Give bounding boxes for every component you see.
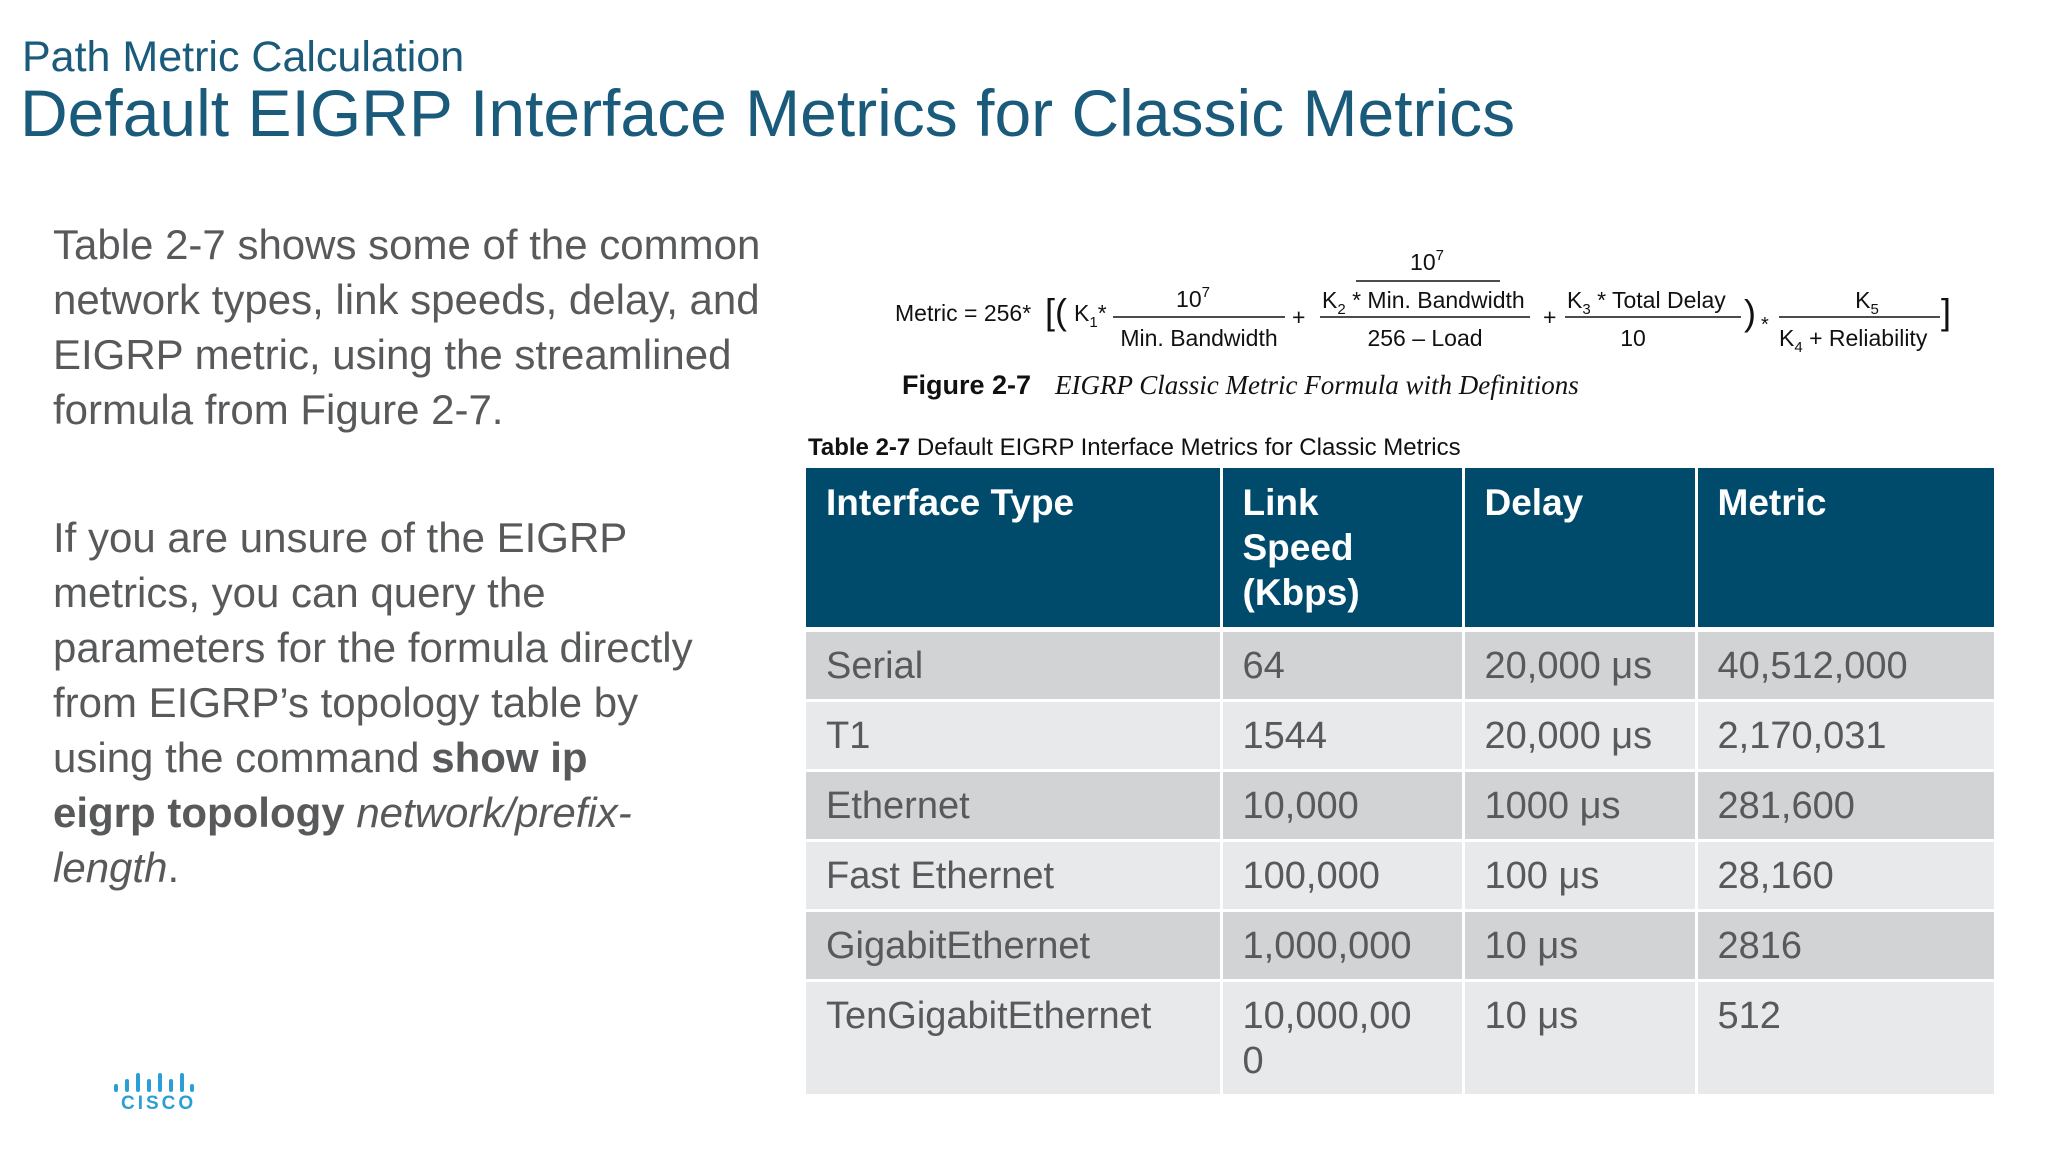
cell-delay: 20,000 μs <box>1463 629 1698 702</box>
cell-interface-type: Fast Ethernet <box>806 840 1223 912</box>
table-row: Fast Ethernet 100,000 100 μs 28,160 <box>806 840 1994 912</box>
para2-text: If you are unsure of the EIGRP metrics, … <box>53 514 693 781</box>
cell-interface-type: Ethernet <box>806 770 1223 842</box>
term3-numerator: K3 * Total Delay <box>1567 287 1726 318</box>
formula-plus-2: + <box>1543 304 1556 330</box>
formula-plus-1: + <box>1292 304 1305 330</box>
table-row: Ethernet 10,000 1000 μs 281,600 <box>806 770 1994 842</box>
cell-interface-type: T1 <box>806 700 1223 772</box>
term4-denominator: K4 + Reliability <box>1779 325 1928 356</box>
formula-lhs: Metric = 256* <box>895 300 1031 326</box>
cell-delay: 10 μs <box>1463 980 1698 1097</box>
term3-denominator: 10 <box>1620 325 1646 351</box>
term4-numerator: K5 <box>1855 287 1879 318</box>
cell-metric: 40,512,000 <box>1696 629 1994 702</box>
slide-title: Default EIGRP Interface Metrics for Clas… <box>20 76 1516 150</box>
cell-delay: 1000 μs <box>1463 770 1698 842</box>
term1-denominator: Min. Bandwidth <box>1120 325 1277 351</box>
cell-metric: 281,600 <box>1696 770 1994 842</box>
cell-link-speed: 1,000,000 <box>1221 910 1465 982</box>
command-argument: network/prefix-length <box>53 789 632 891</box>
metrics-table: Interface Type Link Speed (Kbps) Delay Met… <box>806 468 1994 1097</box>
cisco-logo-text: CISCO <box>121 1093 197 1114</box>
cell-link-speed: 64 <box>1221 629 1465 702</box>
cell-metric: 512 <box>1696 980 1994 1097</box>
term2-top: 107 <box>1410 247 1444 275</box>
table-row: T1 1544 20,000 μs 2,170,031 <box>806 700 1994 772</box>
table-caption: Table 2-7 Default EIGRP Interface Metric… <box>808 434 1461 462</box>
body-paragraph-2: If you are unsure of the EIGRP metrics, … <box>53 510 693 895</box>
cell-delay: 10 μs <box>1463 910 1698 982</box>
metric-formula: Metric = 256* [( K1* 107 Min. Bandwidth … <box>895 240 1955 360</box>
cell-link-speed: 10,000 <box>1221 770 1465 842</box>
figure-label: Figure 2-7 <box>902 370 1032 400</box>
header-link-speed: Link Speed (Kbps) <box>1221 468 1465 632</box>
term2-denominator: 256 – Load <box>1367 325 1482 351</box>
cell-interface-type: Serial <box>806 629 1223 702</box>
cell-interface-type: TenGigabitEthernet <box>806 980 1223 1097</box>
formula-times: * <box>1761 314 1769 336</box>
cell-link-speed: 1544 <box>1221 700 1465 772</box>
table-row: Serial 64 20,000 μs 40,512,000 <box>806 629 1994 702</box>
cell-link-speed: 100,000 <box>1221 840 1465 912</box>
formula-k1: K1* <box>1074 300 1107 331</box>
header-delay: Delay <box>1463 468 1698 632</box>
slide-subtitle: Path Metric Calculation <box>22 33 465 81</box>
figure-caption-text: EIGRP Classic Metric Formula with Defini… <box>1055 370 1579 400</box>
formula-bracket-open: [( <box>1045 291 1067 332</box>
cisco-logo-icon <box>114 1073 194 1092</box>
header-interface-type: Interface Type <box>806 468 1223 632</box>
table-caption-text: Default EIGRP Interface Metrics for Clas… <box>910 434 1461 461</box>
cell-metric: 2816 <box>1696 910 1994 982</box>
figure-caption: Figure 2-7 EIGRP Classic Metric Formula w… <box>902 370 1579 401</box>
table-row: GigabitEthernet 1,000,000 10 μs 2816 <box>806 910 1994 982</box>
table-header-row: Interface Type Link Speed (Kbps) Delay Met… <box>806 468 1994 632</box>
cell-delay: 100 μs <box>1463 840 1698 912</box>
para2-end: . <box>167 844 180 891</box>
cell-delay: 20,000 μs <box>1463 700 1698 772</box>
command-text: show ip eigrp topology <box>53 734 588 836</box>
cell-interface-type: GigabitEthernet <box>806 910 1223 982</box>
term2-numerator: K2 * Min. Bandwidth <box>1322 287 1525 318</box>
formula-bracket-close: ] <box>1941 291 1951 332</box>
body-paragraph-1: Table 2-7 shows some of the common netwo… <box>53 221 761 433</box>
header-metric: Metric <box>1696 468 1994 632</box>
formula-close-paren: ) <box>1744 292 1756 333</box>
table-row: TenGigabitEthernet 10,000,00 0 10 μs 512 <box>806 980 1994 1097</box>
cell-metric: 2,170,031 <box>1696 700 1994 772</box>
cell-link-speed: 10,000,00 0 <box>1221 980 1465 1097</box>
table-label: Table 2-7 <box>808 434 911 461</box>
cell-metric: 28,160 <box>1696 840 1994 912</box>
term1-numerator: 107 <box>1176 284 1210 312</box>
